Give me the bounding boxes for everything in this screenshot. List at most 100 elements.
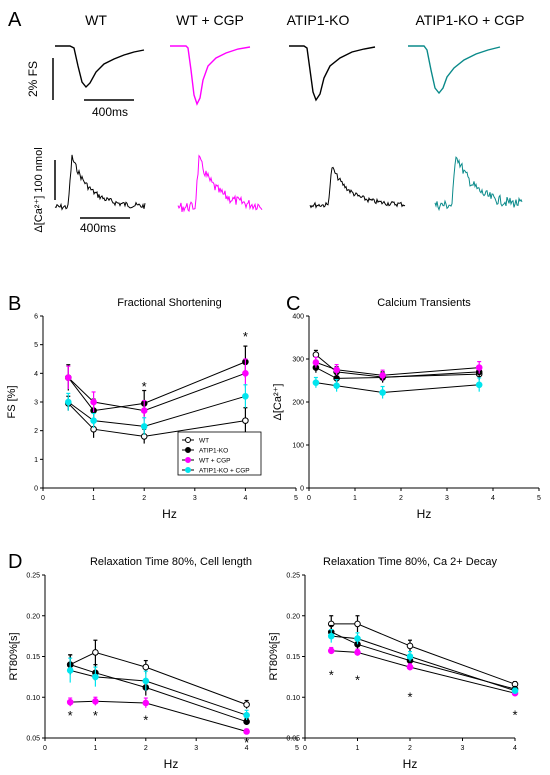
- y-tick-label: 6: [34, 314, 38, 321]
- y-axis-label: Δ[Ca²⁺]: [272, 384, 284, 421]
- chart-title: Fractional Shortening: [117, 297, 222, 309]
- x-tick-label: 4: [245, 745, 249, 752]
- legend-marker: [185, 437, 191, 443]
- fs-trace-wt-cgp: [170, 45, 251, 106]
- data-point-wt-cgp: [354, 649, 361, 656]
- data-point-atip1-ko-cgp: [66, 667, 74, 674]
- chart-title: Relaxation Time 80%, Ca 2+ Decay: [323, 556, 497, 568]
- x-tick-label: 2: [399, 495, 403, 502]
- data-point-wt: [312, 351, 320, 359]
- chart-fractional-shortening: B Fractional Shortening 0 1 2 3 4 5 0 1 2 3 4 5 6 Hz FS …: [6, 293, 298, 521]
- legend-box: [177, 431, 262, 476]
- series-line-atip1-ko-cgp: [315, 382, 480, 394]
- panel-letter-d1: D: [8, 551, 22, 573]
- significance-star: *: [407, 689, 412, 704]
- series-line-wt-cgp: [70, 700, 247, 732]
- y-tick-label: 300: [292, 357, 304, 364]
- y-axis-label: RT80%[s]: [268, 632, 280, 680]
- data-point-wt-cgp: [475, 364, 483, 371]
- y-tick-label: 100: [292, 443, 304, 450]
- data-point-wt-cgp: [312, 359, 320, 366]
- series-line-atip1-ko: [70, 664, 247, 723]
- y-tick-label: 400: [292, 314, 304, 321]
- data-point-atip1-ko-cgp: [312, 379, 320, 386]
- y-tick-label: 0.25: [26, 573, 40, 580]
- chart-relaxation-cell-length: D Relaxation Time 80%, Cell length 0 1 2 3 4 5 0…: [8, 551, 299, 771]
- data-point-atip1-ko-cgp: [242, 392, 249, 400]
- y-tick-label: 2: [34, 428, 38, 435]
- legend-entry: ATIP1-KO + CGP: [199, 468, 250, 475]
- series-line-wt: [69, 651, 247, 706]
- panel-letter-b: B: [8, 293, 21, 315]
- x-tick-label: 2: [142, 495, 146, 502]
- significance-star: *: [512, 707, 517, 722]
- data-point-wt: [406, 642, 414, 650]
- y-tick-label: 0.15: [26, 654, 40, 661]
- x-tick-label: 3: [193, 495, 197, 502]
- series-line-wt-cgp: [331, 650, 516, 694]
- data-point-wt-cgp: [406, 663, 414, 671]
- legend-entry: WT + CGP: [199, 458, 230, 465]
- series-line-wt-cgp: [315, 361, 480, 376]
- legend-entry: ATIP1-KO: [199, 448, 228, 455]
- data-point-atip1-ko-cgp: [475, 381, 483, 389]
- y-tick-label: 0.05: [26, 736, 40, 743]
- ca-time-scale-label: 400ms: [80, 221, 116, 235]
- data-point-wt-cgp: [243, 728, 250, 735]
- data-point-atip1-ko-cgp: [511, 687, 519, 695]
- y-axis-label: RT80%[s]: [8, 632, 20, 680]
- data-point-wt-cgp: [379, 372, 386, 379]
- y-tick-label: 0.15: [286, 654, 300, 661]
- significance-star: *: [243, 329, 248, 344]
- data-point-atip1-ko-cgp: [333, 382, 340, 389]
- ca-trace-atip1-ko-cgp: [434, 156, 523, 212]
- series-line-wt-cgp: [67, 372, 246, 412]
- condition-label-wt-cgp: WT + CGP: [176, 12, 244, 28]
- ca-trace-wt: [54, 154, 146, 211]
- condition-label-atip1-ko: ATIP1-KO: [287, 12, 350, 28]
- x-tick-label: 1: [93, 745, 97, 752]
- series-line-atip1-ko-cgp: [68, 395, 246, 427]
- series-line-atip1-ko: [67, 361, 246, 412]
- data-point-atip1-ko-cgp: [243, 711, 250, 719]
- y-tick-label: 3: [34, 400, 38, 407]
- data-point-wt-cgp: [142, 699, 150, 707]
- data-point-atip1-ko-cgp: [92, 673, 99, 681]
- y-tick-label: 5: [34, 342, 38, 349]
- data-point-wt-cgp: [90, 398, 97, 406]
- series-line-atip1-ko: [331, 631, 516, 690]
- significance-star: *: [329, 667, 334, 682]
- x-axis-label: Hz: [403, 757, 418, 771]
- data-point-wt-cgp: [333, 366, 340, 374]
- significance-star: *: [244, 735, 249, 750]
- time-scale-label: 400ms: [92, 105, 128, 119]
- data-point-atip1-ko-cgp: [140, 423, 148, 430]
- x-axis-label: Hz: [162, 507, 177, 521]
- fs-trace-wt: [55, 45, 145, 89]
- x-tick-label: 2: [408, 745, 412, 752]
- x-tick-label: 4: [491, 495, 495, 502]
- legend-entry: WT: [199, 438, 209, 445]
- panel-letter-c: C: [286, 293, 300, 315]
- ca-trace-atip1-ko: [309, 166, 406, 209]
- legend-marker: [185, 467, 191, 473]
- series-line-atip1-ko-cgp: [70, 669, 247, 716]
- x-tick-label: 5: [294, 495, 298, 502]
- chart-relaxation-ca-decay: Relaxation Time 80%, Ca 2+ Decay 0 1 2 3 4 0.0…: [268, 556, 519, 771]
- y-tick-label: 1: [34, 457, 38, 464]
- data-point-wt: [92, 649, 99, 656]
- chart-title: Relaxation Time 80%, Cell length: [90, 556, 252, 568]
- condition-label-wt: WT: [85, 12, 107, 28]
- significance-star: *: [68, 708, 73, 723]
- y-tick-label: 0: [300, 486, 304, 493]
- x-tick-label: 4: [243, 495, 247, 502]
- data-point-wt: [354, 620, 361, 628]
- panel-a-letter: A: [8, 9, 22, 31]
- legend-marker: [185, 457, 191, 463]
- significance-star: *: [143, 712, 148, 727]
- x-tick-label: 0: [41, 495, 45, 502]
- ca-trace-wt-cgp: [177, 154, 263, 213]
- y-tick-label: 200: [292, 400, 304, 407]
